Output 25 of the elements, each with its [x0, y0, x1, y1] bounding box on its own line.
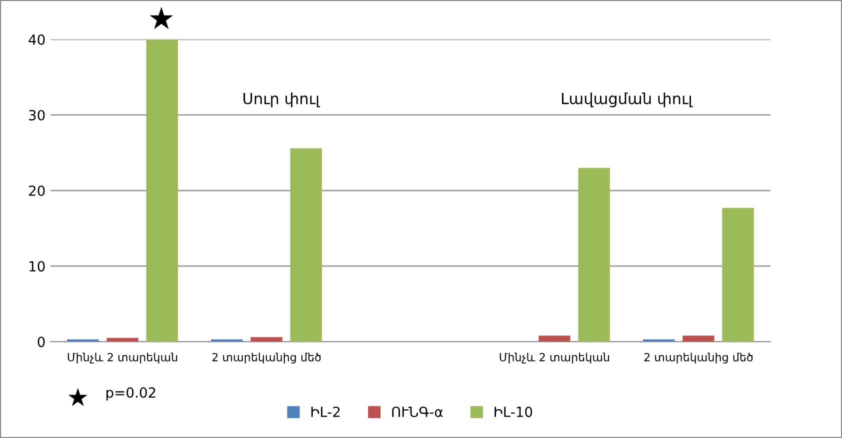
x-tick-label: 2 տարեկանից մեծ: [212, 352, 321, 364]
y-tick-label: 0: [38, 336, 45, 348]
text: ★: [68, 388, 88, 406]
bar: [682, 336, 714, 342]
annotation: Սուր փուլ: [244, 92, 320, 108]
bar: [106, 338, 138, 342]
annotation: Լավացման փուլ: [562, 92, 693, 108]
x-tick-label: 2 տարեկանից մեծ: [644, 352, 753, 364]
bar: [578, 168, 610, 342]
bar: [538, 336, 570, 342]
text: ★: [150, 6, 174, 30]
bar: [146, 39, 178, 342]
x-tick-label: Մինչև 2 տարեկան: [500, 352, 610, 364]
bar: [722, 208, 754, 342]
legend-label: ԻԼ-2: [311, 406, 340, 417]
legend-label: ՈՒՆԳ-α: [392, 406, 443, 418]
y-tick-label: 20: [29, 186, 45, 196]
text: p=0.02: [106, 387, 156, 400]
x-tick-label: Մինչև 2 տարեկան: [68, 352, 178, 364]
legend-label: ԻԼ-10: [494, 406, 532, 418]
bar: [250, 337, 282, 342]
y-tick-label: 40: [28, 34, 45, 45]
y-tick-label: 10: [30, 261, 45, 272]
y-tick-label: 30: [29, 110, 45, 120]
bar: [290, 148, 322, 342]
